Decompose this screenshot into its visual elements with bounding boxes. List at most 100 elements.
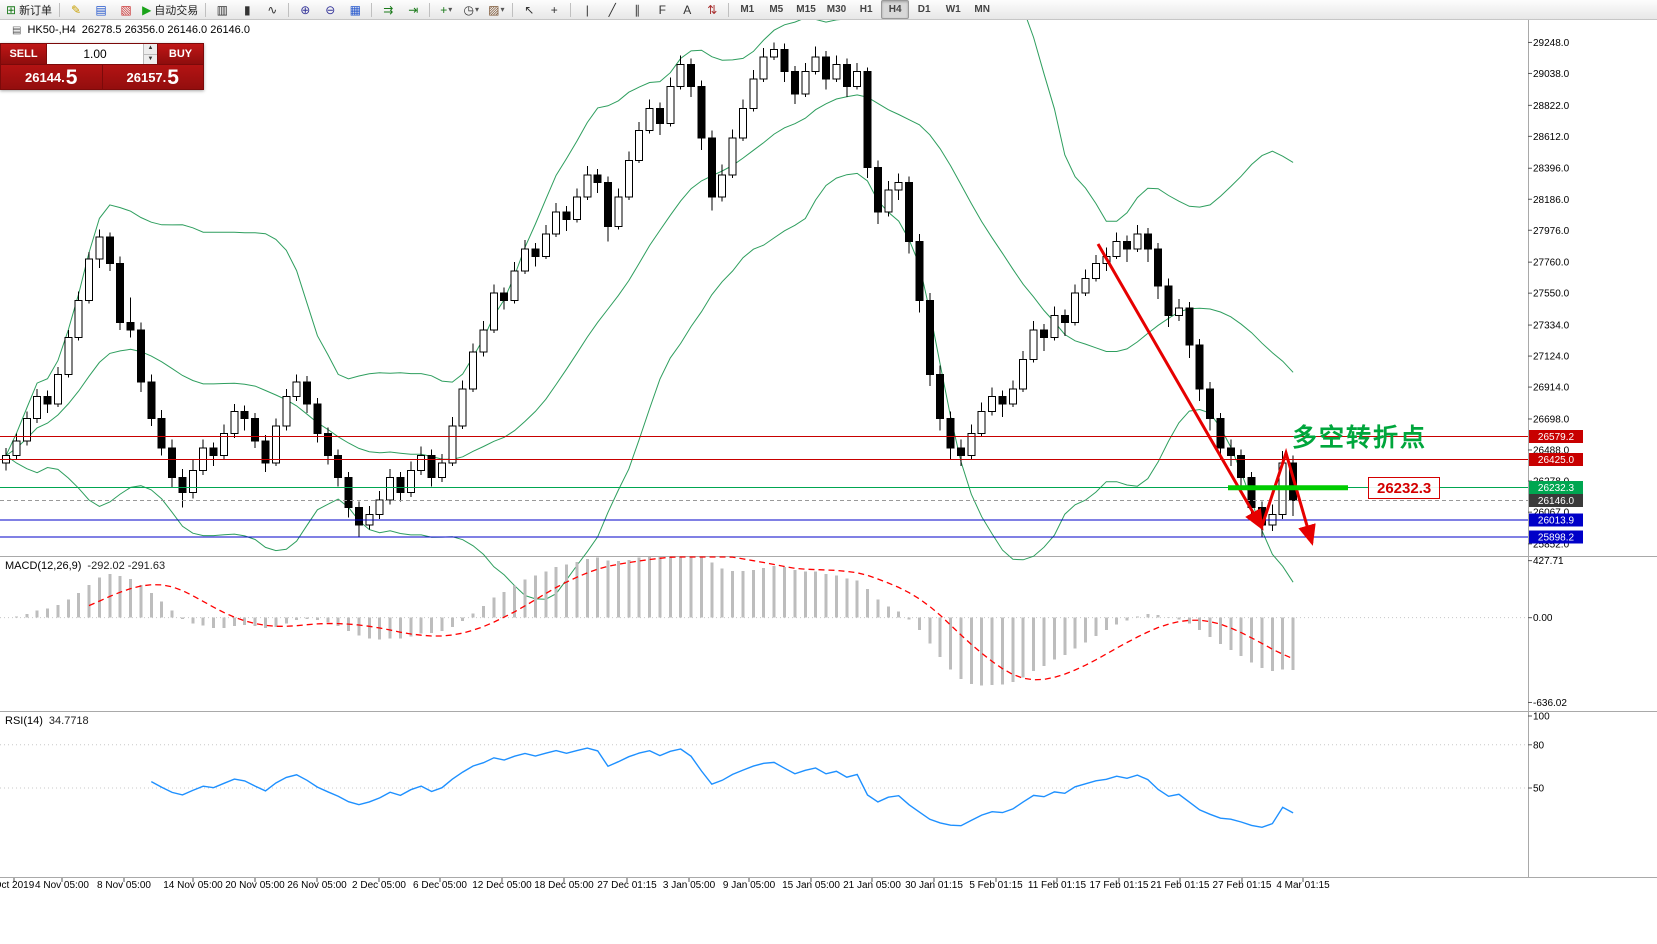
svg-text:20 Nov 05:00: 20 Nov 05:00	[225, 880, 285, 891]
crosshair-icon[interactable]: +	[550, 2, 558, 17]
rsi-axis[interactable]: 100 80 50	[0, 712, 1550, 795]
svg-text:18 Dec 05:00: 18 Dec 05:00	[534, 880, 594, 891]
toolbar-separator	[205, 2, 207, 17]
sell-price[interactable]: 26144. 5	[1, 65, 102, 89]
sell-button[interactable]: SELL	[1, 44, 46, 64]
svg-text:6 Dec 05:00: 6 Dec 05:00	[413, 880, 467, 891]
sell-price-pips: 5	[65, 65, 78, 89]
bollinger-bands	[5, 20, 1294, 600]
arrows-icon[interactable]: ⇅	[707, 2, 718, 17]
svg-text:27550.0: 27550.0	[1533, 289, 1570, 300]
volume-increase-button[interactable]: ▲	[144, 44, 157, 55]
svg-text:11 Feb 01:15: 11 Feb 01:15	[1028, 880, 1087, 891]
market-watch-icon[interactable]: ▤	[95, 2, 107, 17]
navigator-icon[interactable]: ▧	[120, 2, 132, 17]
trend-arrows[interactable]	[1096, 243, 1316, 546]
timeframe-h4[interactable]: H4	[881, 0, 910, 19]
new-order-button[interactable]: ⊞ 新订单	[6, 2, 53, 17]
timeframe-mn[interactable]: MN	[974, 4, 990, 15]
turning-point-label[interactable]: 多空转折点	[1292, 424, 1428, 452]
toolbar-separator	[570, 2, 572, 17]
timeframe-m30[interactable]: M30	[826, 4, 847, 15]
toolbar-separator	[429, 2, 431, 17]
macd-indicator-label: MACD(12,26,9) -292.02 -291.63	[3, 560, 168, 572]
volume-decrease-button[interactable]: ▼	[144, 54, 157, 64]
price-callout-label[interactable]: 26232.3	[1368, 477, 1441, 499]
timeframe-m5[interactable]: M5	[769, 4, 784, 15]
timeframe-d1[interactable]: D1	[917, 4, 931, 15]
svg-text:4 Nov 05:00: 4 Nov 05:00	[35, 880, 89, 891]
svg-text:50: 50	[1533, 784, 1545, 795]
svg-text:26488.0: 26488.0	[1533, 445, 1570, 456]
svg-text:29248.0: 29248.0	[1533, 38, 1570, 49]
svg-text:26013.9: 26013.9	[1538, 515, 1575, 526]
timeframe-m15[interactable]: M15	[796, 4, 816, 15]
indicators-icon[interactable]: + ▾	[440, 2, 453, 17]
timeframe-h1[interactable]: H1	[859, 4, 873, 15]
timeframe-w1[interactable]: W1	[945, 4, 961, 15]
periods-icon[interactable]: ◷ ▾	[463, 2, 480, 17]
svg-text:28396.0: 28396.0	[1533, 164, 1570, 175]
chart-symbol-period: HK50-,H4	[27, 24, 76, 36]
trade-panel-divider	[101, 65, 103, 89]
autotrading-button[interactable]: ▶ 自动交易	[142, 2, 199, 17]
metaeditor-icon[interactable]: ✎	[71, 2, 82, 17]
buy-button[interactable]: BUY	[158, 44, 203, 64]
macd-signal-line	[88, 556, 1294, 681]
toolbar-separator	[728, 2, 730, 17]
line-chart-icon[interactable]: ∿	[267, 2, 278, 17]
svg-text:27760.0: 27760.0	[1533, 258, 1570, 269]
svg-text:26698.0: 26698.0	[1533, 414, 1570, 425]
trendline-icon[interactable]: ╱	[608, 2, 616, 17]
horizontal-lines[interactable]: 26579.2 26425.0 26232.3 26146.0 26013.9 25898…	[0, 430, 1583, 544]
chart-shift-icon[interactable]: ⇥	[408, 2, 419, 17]
svg-text:28186.0: 28186.0	[1533, 195, 1570, 206]
tile-windows-icon[interactable]: ▦	[349, 2, 361, 17]
rsi-name: RSI(14)	[5, 715, 43, 727]
buy-price-pips: 5	[167, 65, 179, 89]
bar-chart-icon[interactable]: ▥	[216, 2, 228, 17]
svg-text:30 Jan 01:15: 30 Jan 01:15	[905, 880, 963, 891]
svg-text:17 Feb 01:15: 17 Feb 01:15	[1090, 880, 1149, 891]
templates-icon[interactable]: ▨ ▾	[488, 2, 505, 17]
macd-name: MACD(12,26,9)	[5, 560, 82, 572]
panel-separators[interactable]	[0, 20, 1657, 878]
buy-price[interactable]: 26157. 5	[102, 65, 203, 89]
vertical-line-icon[interactable]: |	[585, 2, 589, 17]
svg-text:21 Jan 05:00: 21 Jan 05:00	[843, 880, 901, 891]
svg-text:26914.0: 26914.0	[1533, 383, 1570, 394]
toolbar-separator	[371, 2, 373, 17]
svg-text:100: 100	[1533, 712, 1550, 723]
toolbar-separator	[59, 2, 61, 17]
macd-axis[interactable]: 427.71 0.00 -636.02	[1528, 556, 1567, 709]
zoom-out-icon[interactable]: ⊖	[325, 2, 336, 17]
one-click-trading-panel: SELL 1.00 ▲ ▼ BUY 26144. 5 26157. 5	[0, 43, 204, 90]
chart-window: 29248.0 29038.0 28822.0 28612.0 28396.0 28186…	[0, 20, 1657, 944]
svg-text:26067.0: 26067.0	[1533, 508, 1570, 519]
svg-text:14 Nov 05:00: 14 Nov 05:00	[163, 880, 223, 891]
toolbar-separator	[288, 2, 290, 17]
svg-text:27124.0: 27124.0	[1533, 352, 1570, 363]
svg-text:12 Dec 05:00: 12 Dec 05:00	[472, 880, 532, 891]
equidistant-channel-icon[interactable]: ∥	[634, 2, 641, 17]
candlestick-chart-icon[interactable]: ▮	[243, 2, 251, 17]
svg-text:15 Jan 05:00: 15 Jan 05:00	[782, 880, 840, 891]
autoscroll-icon[interactable]: ⇉	[383, 2, 394, 17]
zoom-in-icon[interactable]: ⊕	[300, 2, 311, 17]
chart-ohlc-values: 26278.5 26356.0 26146.0 26146.0	[81, 24, 250, 36]
svg-text:26579.2: 26579.2	[1538, 432, 1575, 443]
fibonacci-icon[interactable]: F	[658, 2, 666, 17]
text-icon[interactable]: A	[683, 2, 692, 17]
svg-text:8 Nov 05:00: 8 Nov 05:00	[97, 880, 151, 891]
volume-spinner: ▲ ▼	[143, 44, 157, 64]
rsi-indicator-label: RSI(14) 34.7718	[3, 715, 91, 727]
volume-input[interactable]: 1.00 ▲ ▼	[46, 44, 158, 64]
timeframe-m1[interactable]: M1	[740, 4, 755, 15]
svg-text:9 Jan 05:00: 9 Jan 05:00	[723, 880, 776, 891]
svg-text:25852.0: 25852.0	[1533, 539, 1570, 550]
buy-price-main: 26157.	[126, 69, 167, 85]
sell-price-main: 26144.	[25, 69, 65, 85]
cursor-icon[interactable]: ↖	[524, 2, 535, 17]
